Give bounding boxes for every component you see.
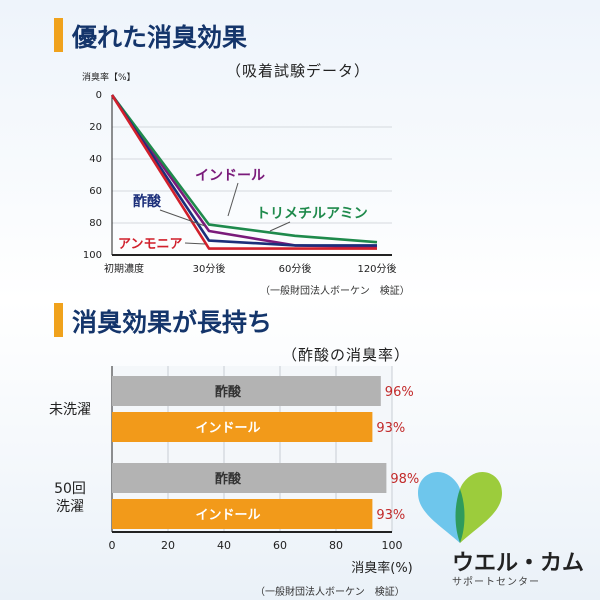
group-label: 未洗濯 [49, 402, 91, 418]
logo-name: ウエル・カム [452, 551, 585, 576]
x-tick-label: 40 [217, 539, 231, 552]
x-tick-label: 60分後 [279, 262, 312, 275]
section-subtitle-adsorption: （吸着試験データ） [226, 62, 371, 80]
x-axis-label: 消臭率(%) [351, 560, 413, 576]
series-label: トリメチルアミン [256, 206, 368, 222]
bar-value-label: 96% [385, 385, 414, 400]
bar-value-label: 98% [390, 472, 419, 487]
heading-accent-bar [54, 18, 63, 52]
section-subtitle-acetic: （酢酸の消臭率） [282, 346, 411, 364]
bar-value-label: 93% [376, 508, 405, 523]
bar [112, 463, 387, 493]
series-label: インドール [195, 168, 265, 184]
y-tick-label: 0 [96, 90, 102, 101]
x-tick-label: 100 [382, 539, 403, 552]
line-series [110, 94, 377, 250]
bar-name-label: インドール [195, 421, 260, 436]
x-tick-label: 30分後 [193, 262, 226, 275]
x-tick-label: 初期濃度 [104, 262, 144, 275]
bar-name-label: 酢酸 [215, 384, 242, 400]
section-title-long-lasting: 消臭効果が長持ち [72, 308, 273, 337]
section-title-deodorizing: 優れた消臭効果 [72, 23, 248, 52]
line-series [110, 94, 377, 247]
bar [112, 376, 381, 406]
x-tick-label: 0 [109, 539, 116, 552]
y-tick-label: 80 [89, 218, 102, 229]
bar [112, 499, 373, 529]
y-tick-label: 100 [83, 250, 102, 261]
heading-accent-bar [54, 303, 63, 337]
leader-line [269, 221, 291, 232]
y-axis-label: 消臭率【%】 [82, 71, 136, 83]
bar [112, 412, 373, 442]
welcome-logo-icon [418, 471, 502, 543]
y-tick-label: 40 [89, 154, 102, 165]
leader-line [184, 242, 206, 245]
y-tick-label: 20 [89, 122, 102, 133]
top-background [0, 0, 600, 300]
leader-line [159, 209, 206, 227]
leader-line [227, 182, 239, 217]
group-label: 50回洗濯 [54, 481, 86, 515]
x-tick-label: 20 [161, 539, 175, 552]
bar-name-label: インドール [195, 508, 260, 523]
line-series [110, 94, 378, 244]
x-tick-label: 80 [329, 539, 343, 552]
x-tick-label: 60 [273, 539, 287, 552]
y-tick-label: 60 [89, 186, 102, 197]
source-note: （一般財団法人ボーケン 検証） [260, 286, 410, 297]
bar-value-label: 93% [376, 421, 405, 436]
bar-name-label: 酢酸 [215, 471, 242, 487]
series-label: アンモニア [118, 237, 182, 252]
logo-tagline: サポートセンター [452, 577, 540, 588]
series-label: 酢酸 [133, 193, 162, 210]
source-note: （一般財団法人ボーケン 検証） [255, 587, 405, 598]
x-tick-label: 120分後 [357, 262, 396, 275]
